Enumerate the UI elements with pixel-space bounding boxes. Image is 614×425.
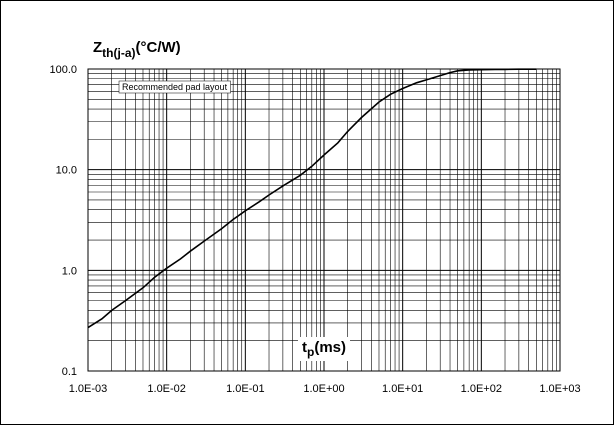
y-axis-title: Zth(j-a)(°C/W) [93,39,181,60]
x-axis-title: tp(ms) [302,339,346,359]
x-tick-label: 1.0E+02 [461,383,502,395]
x-title-unit: (ms) [314,339,346,356]
x-title-main: t [302,339,307,356]
x-tick-label: 1.0E+01 [382,383,423,395]
y-title-main: Z [93,39,102,56]
major-grid [87,69,560,372]
x-tick-label: 1.0E-02 [147,383,186,395]
annotation-text: Recommended pad layout [122,82,228,92]
x-tick-label: 1.0E+00 [303,383,344,395]
plot-border [87,68,561,372]
y-tick-label: 1.0 [62,265,77,277]
x-tick-label: 1.0E+03 [539,383,580,395]
y-tick-labels: 0.1 1.0 10.0 100.0 [49,64,77,378]
series-line [87,68,537,329]
y-tick-label: 100.0 [49,64,77,76]
x-title-background [298,337,351,361]
x-tick-label: 1.0E-03 [69,383,108,395]
y-tick-label: 10.0 [56,165,77,177]
y-title-sub: th(j-a) [102,46,135,60]
x-tick-labels: 1.0E-03 1.0E-02 1.0E-01 1.0E+00 1.0E+01 1.0E+… [69,383,581,395]
y-tick-label: 0.1 [62,366,77,378]
x-tick-label: 1.0E-01 [226,383,265,395]
y-title-unit: (°C/W) [136,39,181,56]
x-title-sub: p [307,345,314,359]
annotation-box [118,80,231,94]
